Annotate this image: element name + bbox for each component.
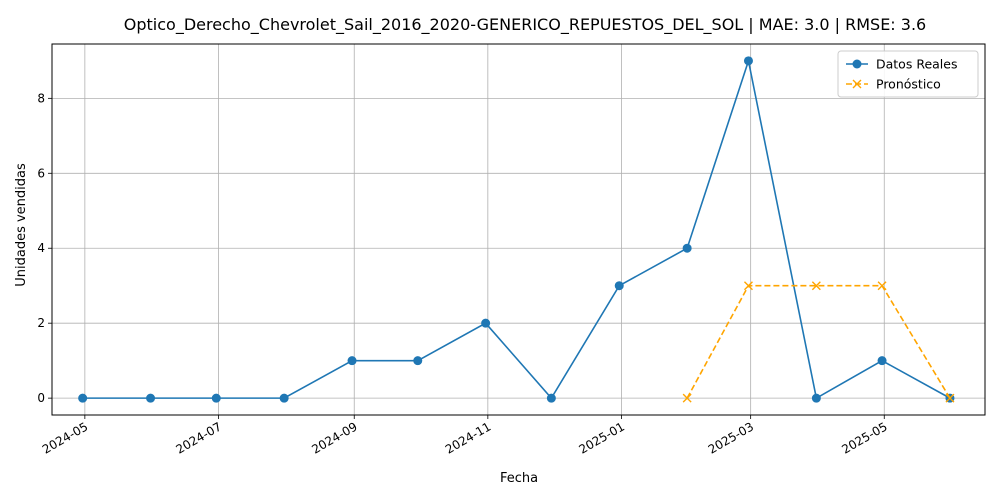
legend-entry: Pronóstico — [846, 77, 941, 92]
plot-frame — [51, 43, 986, 416]
x-tick-label: 2024-07 — [174, 419, 224, 456]
data-point — [614, 281, 624, 291]
legend-marker — [852, 79, 862, 89]
x-tick-label: 2025-05 — [839, 419, 889, 456]
x-tick-label: 2025-03 — [706, 419, 756, 456]
x-tick-label: 2025-01 — [577, 419, 627, 456]
data-point — [811, 393, 821, 403]
data-point — [211, 393, 221, 403]
y-tick-label: 2 — [37, 316, 45, 330]
series-0 — [78, 56, 955, 403]
x-axis-label: Fecha — [500, 471, 538, 486]
data-point — [877, 356, 887, 366]
y-tick-label: 4 — [37, 241, 45, 255]
x-tick-label: 2024-09 — [309, 419, 359, 456]
series-line — [82, 57, 951, 400]
y-axis-label: Unidades vendidas — [14, 163, 29, 287]
grid — [52, 44, 985, 415]
data-point — [413, 356, 423, 366]
legend-box — [837, 50, 979, 98]
legend-label: Pronóstico — [876, 77, 941, 92]
x-tick-label: 2024-05 — [40, 419, 90, 456]
ticks: 2024-05 2024-07 2024-09 2024-11 2025-01 2025-… — [37, 91, 889, 456]
data-point — [347, 356, 357, 366]
data-point — [146, 393, 156, 403]
legend-marker — [852, 59, 862, 69]
data-point — [78, 393, 88, 403]
data-point — [682, 243, 692, 253]
data-point — [682, 393, 692, 403]
series-layer — [78, 56, 955, 403]
data-point — [811, 281, 821, 291]
legend-label: Datos Reales — [876, 57, 957, 72]
data-point — [877, 281, 887, 291]
x-tick-label: 2024-11 — [443, 419, 493, 456]
legend: Datos Reales Pronóstico — [837, 50, 979, 98]
series-line — [686, 284, 951, 399]
data-point — [546, 393, 556, 403]
data-point — [743, 281, 753, 291]
chart-title: Optico_Derecho_Chevrolet_Sail_2016_2020-… — [124, 15, 926, 35]
data-point — [279, 393, 289, 403]
series-1 — [682, 281, 955, 403]
legend-entry: Datos Reales — [846, 57, 957, 72]
y-tick-label: 0 — [37, 391, 45, 405]
y-tick-label: 8 — [37, 91, 45, 105]
data-point — [481, 318, 491, 328]
data-point — [743, 56, 753, 66]
data-point — [945, 393, 955, 403]
y-tick-label: 6 — [37, 166, 45, 180]
